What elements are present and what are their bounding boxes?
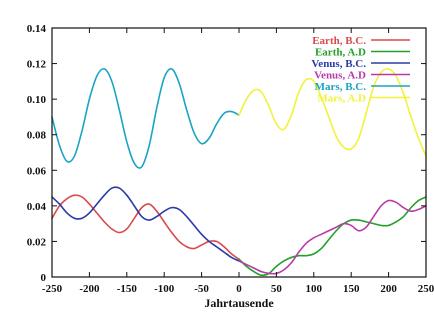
x-tick-label: 100 [306, 283, 323, 295]
series-line-venus-a-d [238, 199, 427, 275]
legend-label-earth-b-c: Earth, B.C. [312, 35, 366, 47]
legend-label-mars-a-d: Mars, A.D [317, 93, 366, 105]
x-tick-label: -100 [154, 283, 175, 295]
x-tick-label: 200 [380, 283, 397, 295]
y-tick-label: 0.06 [27, 165, 47, 177]
x-tick-label: 150 [343, 283, 360, 295]
x-tick-label: -250 [42, 283, 63, 295]
legend-label-earth-a-d: Earth, A.D [315, 47, 366, 59]
x-tick-label: 50 [271, 283, 283, 295]
y-tick-label: 0.02 [27, 236, 47, 248]
y-tick-label: 0.10 [27, 94, 47, 106]
y-tick-label: 0.12 [27, 59, 47, 71]
y-tick-label: 0.04 [27, 201, 47, 213]
series-line-mars-b-c [51, 67, 240, 169]
legend-label-venus-a-d: Venus, A.D [314, 70, 366, 82]
x-tick-label: 0 [236, 283, 242, 295]
y-tick-label: 0 [41, 272, 47, 284]
x-tick-label: -50 [194, 283, 209, 295]
x-tick-label: -150 [117, 283, 138, 295]
x-axis-title: Jahrtausende [204, 296, 274, 310]
x-tick-label: 250 [418, 283, 434, 295]
y-tick-label: 0.14 [27, 23, 47, 35]
series-line-venus-b-c [51, 186, 240, 262]
series-layer [51, 67, 427, 277]
y-tick-label: 0.08 [27, 130, 47, 142]
axes-layer: -250 -200 -150 -100 -50 0 50 100 150 200 250 0 0.02 0… [27, 23, 434, 295]
legend-label-mars-b-c: Mars, B.C. [315, 81, 367, 93]
x-tick-label: -200 [79, 283, 100, 295]
legend-label-venus-b-c: Venus, B.C. [311, 58, 366, 70]
